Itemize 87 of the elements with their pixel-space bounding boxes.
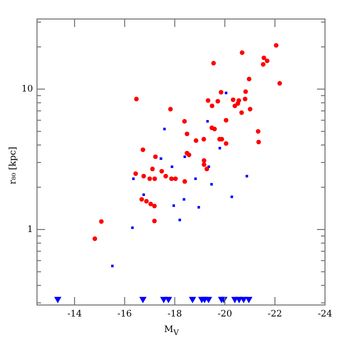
point xyxy=(224,141,228,146)
x-tick-label: -20 xyxy=(218,310,232,320)
point xyxy=(152,176,158,182)
x-tick-label: -16 xyxy=(117,310,132,320)
point xyxy=(206,98,210,103)
point xyxy=(134,96,139,102)
point xyxy=(256,140,261,144)
point xyxy=(150,166,155,172)
point xyxy=(240,50,244,55)
point xyxy=(243,89,248,94)
point xyxy=(153,154,158,160)
point xyxy=(132,177,135,180)
point xyxy=(139,197,144,202)
point xyxy=(246,76,252,82)
point xyxy=(262,56,266,60)
point xyxy=(260,62,266,67)
x-tick-label: -14 xyxy=(67,310,82,320)
point xyxy=(92,236,98,242)
point xyxy=(242,96,248,102)
point xyxy=(216,98,220,104)
point xyxy=(144,198,149,204)
point xyxy=(230,196,234,198)
point xyxy=(54,296,62,304)
point xyxy=(163,128,166,130)
point xyxy=(140,147,146,152)
point xyxy=(218,90,224,95)
point xyxy=(152,218,157,224)
point xyxy=(184,132,190,136)
y-tick-label: 10 xyxy=(22,84,34,94)
point xyxy=(188,296,196,304)
point xyxy=(131,226,134,229)
point xyxy=(211,60,216,66)
point xyxy=(168,106,173,112)
point xyxy=(212,126,217,132)
point xyxy=(111,264,114,268)
point xyxy=(210,183,213,186)
point xyxy=(160,157,162,160)
point xyxy=(239,110,244,115)
point xyxy=(202,158,206,163)
point xyxy=(218,146,222,150)
y-tick-label: 1 xyxy=(27,224,33,235)
y-axis-title: r₈₀ [kpc] xyxy=(8,146,18,186)
point xyxy=(99,219,104,224)
point xyxy=(204,296,212,304)
point xyxy=(182,179,188,184)
point xyxy=(230,97,236,102)
point xyxy=(163,174,168,178)
point xyxy=(277,81,282,86)
point xyxy=(178,218,182,222)
x-tick-label: -22 xyxy=(268,310,282,320)
point xyxy=(183,155,186,158)
point xyxy=(141,174,146,178)
point xyxy=(245,296,253,304)
point xyxy=(246,174,248,178)
point xyxy=(159,168,164,174)
point xyxy=(133,171,138,176)
x-tick-label: -18 xyxy=(167,310,182,320)
point xyxy=(182,198,186,201)
point xyxy=(248,106,252,112)
point xyxy=(232,104,238,108)
x-tick-label: -24 xyxy=(318,310,333,320)
point xyxy=(264,58,270,64)
point xyxy=(164,296,172,304)
point xyxy=(224,118,228,123)
point xyxy=(274,43,278,48)
point xyxy=(182,119,187,124)
point xyxy=(139,296,147,304)
point xyxy=(194,138,198,143)
x-axis-title: M$_{V}$ xyxy=(163,325,180,337)
point xyxy=(224,92,228,94)
point xyxy=(170,165,174,168)
point xyxy=(206,120,209,123)
point xyxy=(198,206,200,209)
point xyxy=(194,177,197,180)
point xyxy=(148,202,153,206)
point xyxy=(147,176,152,182)
point xyxy=(173,176,178,182)
point xyxy=(201,136,206,142)
point xyxy=(202,162,206,167)
point xyxy=(142,193,145,196)
point xyxy=(210,104,214,108)
point xyxy=(169,176,174,182)
point xyxy=(256,129,260,134)
point xyxy=(236,101,240,106)
point xyxy=(152,204,157,208)
point xyxy=(172,204,176,207)
point xyxy=(204,166,210,172)
